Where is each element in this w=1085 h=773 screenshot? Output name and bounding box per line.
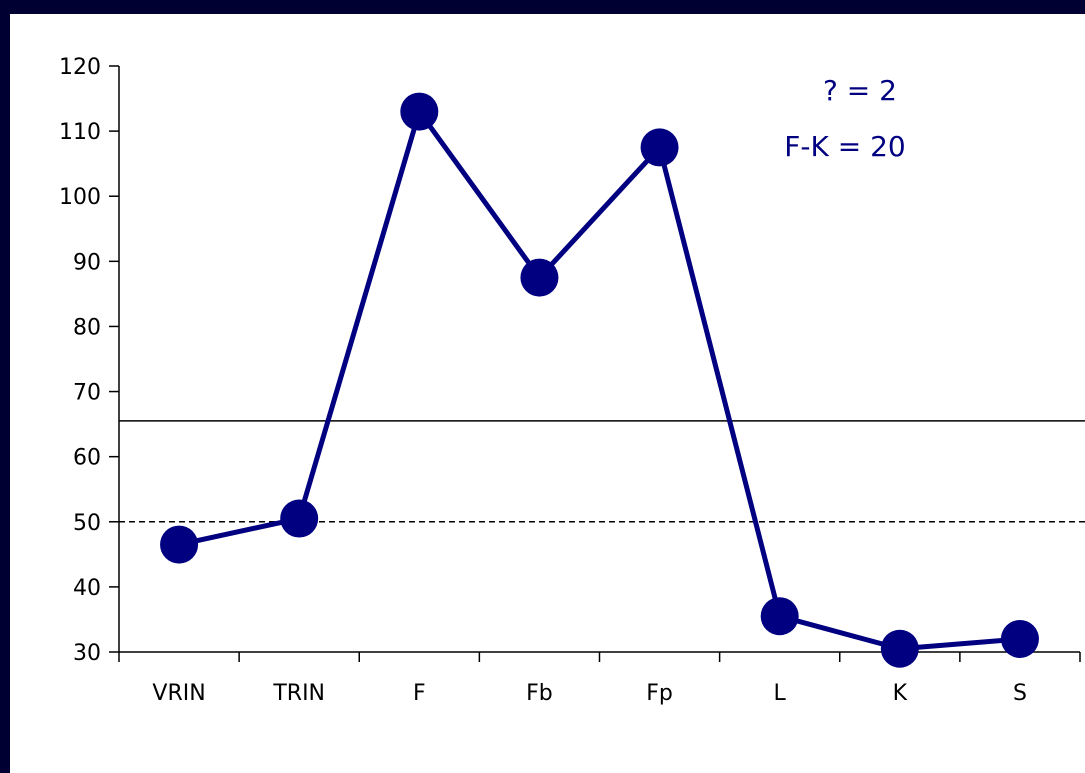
series-line	[178, 109, 1021, 652]
data-point	[640, 128, 679, 167]
y-tick-label: 60	[73, 446, 101, 471]
x-tick-label: K	[893, 681, 908, 706]
y-tick-label: 110	[59, 120, 101, 145]
data-point	[400, 92, 439, 131]
data-point	[880, 629, 919, 668]
data-point	[760, 597, 799, 636]
y-ticks: 30 40 50 60 70 80 90 100 110 120	[59, 55, 119, 666]
series	[160, 92, 1039, 668]
annotations: ? = 2 F-K = 20	[784, 74, 905, 163]
annotation-f-minus-k: F-K = 20	[784, 130, 905, 163]
x-tick-label: F	[413, 681, 426, 706]
annotation-question-count: ? = 2	[823, 74, 897, 107]
data-point	[160, 525, 199, 564]
y-tick-label: 90	[73, 250, 101, 275]
y-tick-label: 120	[59, 55, 101, 80]
y-tick-label: 70	[73, 381, 101, 406]
x-tick-label: TRIN	[272, 681, 325, 706]
y-tick-label: 100	[59, 185, 101, 210]
x-tick-label: VRIN	[152, 681, 205, 706]
data-point	[280, 499, 319, 538]
x-tick-label: L	[774, 681, 787, 706]
y-tick-label: 30	[73, 641, 101, 666]
x-tick-label: Fb	[526, 681, 553, 706]
reference-lines	[119, 420, 1085, 523]
y-tick-label: 50	[73, 511, 101, 536]
x-tick-label: S	[1013, 681, 1027, 706]
axes	[118, 66, 1080, 653]
x-ticks: VRIN TRIN F Fb Fp L K S	[118, 652, 1081, 706]
data-point	[1000, 619, 1039, 658]
data-point	[520, 258, 559, 297]
x-tick-label: Fp	[646, 681, 673, 706]
y-tick-label: 40	[73, 576, 101, 601]
y-tick-label: 80	[73, 315, 101, 340]
